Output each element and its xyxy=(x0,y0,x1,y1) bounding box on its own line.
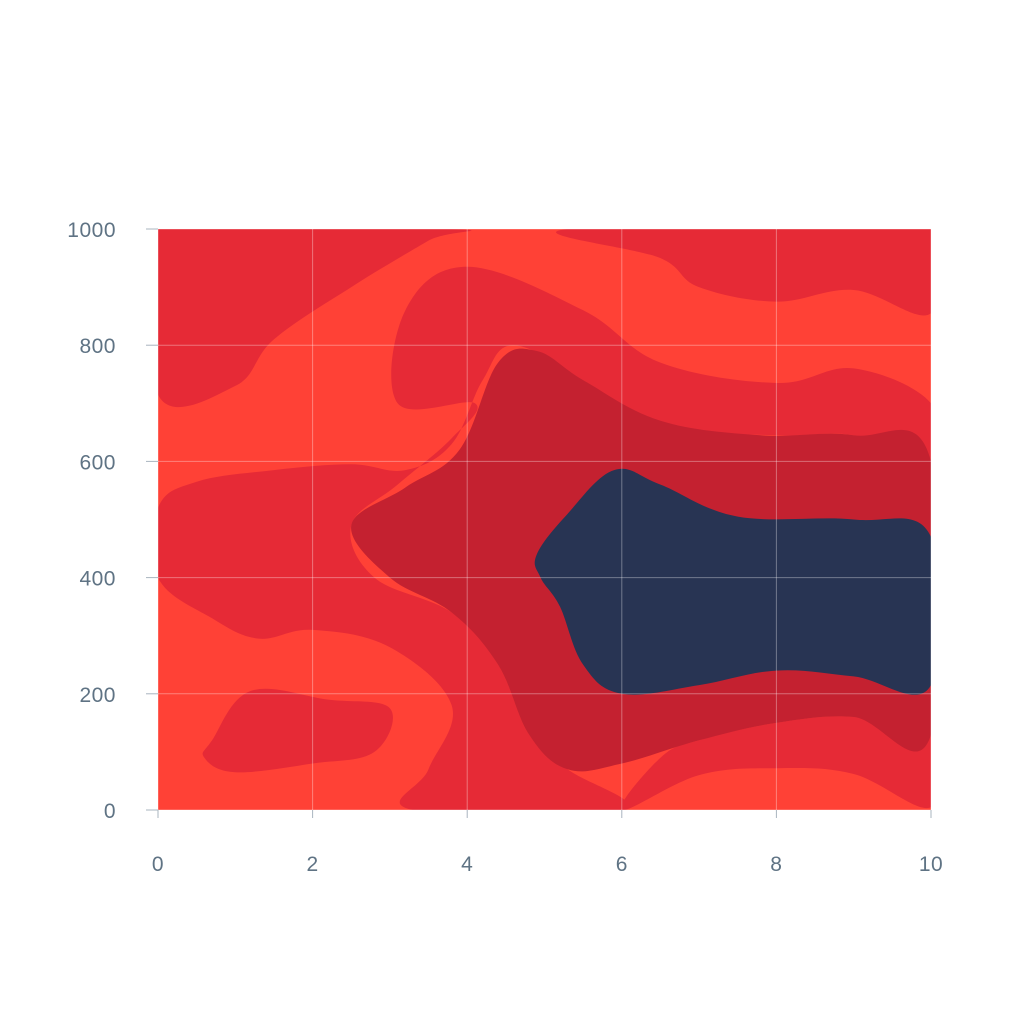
contour-region-level-3-6 xyxy=(534,468,931,695)
y-tick-label: 800 xyxy=(79,335,116,358)
contour-region-level-1-4 xyxy=(620,716,931,810)
x-tick-label: 6 xyxy=(616,853,628,876)
y-tick-label: 1000 xyxy=(67,219,116,242)
contour-region-level-1-0 xyxy=(158,229,472,407)
x-tick-label: 4 xyxy=(461,853,473,876)
contour-region-level-1-3 xyxy=(202,688,393,773)
y-tick-label: 400 xyxy=(79,568,116,591)
contour-plot-area xyxy=(158,229,931,810)
contour-region-level-1-1 xyxy=(556,229,931,316)
x-tick-label: 8 xyxy=(770,853,782,876)
x-tick-label: 10 xyxy=(919,853,943,876)
grid xyxy=(157,228,932,811)
y-tick-label: 0 xyxy=(104,800,116,823)
y-tick-label: 600 xyxy=(79,451,116,474)
x-tick-label: 2 xyxy=(307,853,319,876)
axes: 0 2 4 6 8 10 0 200 400 600 800 1000 xyxy=(67,219,943,876)
x-tick-label: 0 xyxy=(152,853,164,876)
y-tick-label: 200 xyxy=(79,684,116,707)
contour-region-level-1-2 xyxy=(158,266,931,810)
